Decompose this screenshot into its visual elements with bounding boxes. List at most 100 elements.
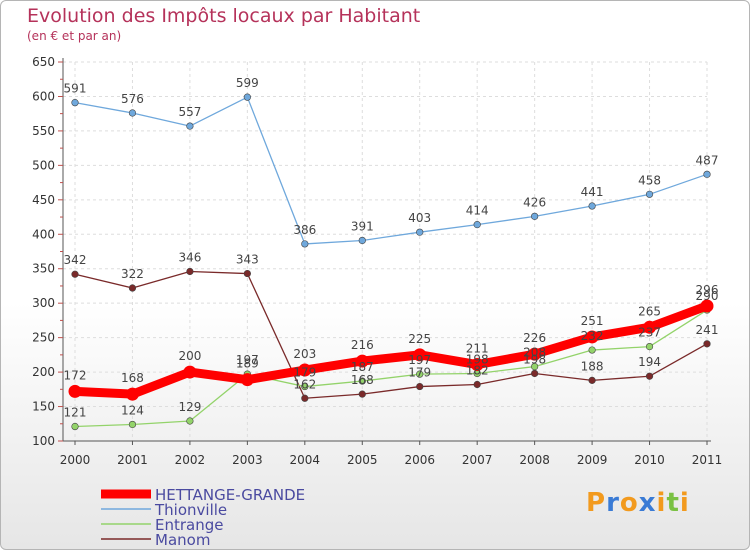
- logo-letter: r: [606, 488, 620, 518]
- chart-subtitle: (en € et par an): [27, 29, 122, 43]
- data-point: [298, 363, 312, 377]
- y-tick-label: 400: [32, 227, 55, 241]
- data-point: [531, 362, 539, 371]
- x-tick-label: 2009: [577, 453, 608, 467]
- y-tick-label: 600: [32, 89, 55, 103]
- series-line-manom: [74, 270, 708, 399]
- data-label: 487: [696, 153, 719, 167]
- logo-letter: o: [619, 488, 639, 518]
- y-tick-label: 550: [32, 124, 55, 138]
- data-label: 208: [523, 346, 546, 360]
- data-point: [588, 376, 596, 384]
- y-tick-label: 250: [32, 331, 55, 345]
- data-label: 121: [64, 406, 87, 420]
- x-tick-label: 2011: [692, 453, 723, 467]
- logo-letter: t: [666, 488, 680, 518]
- data-label: 189: [236, 357, 259, 371]
- data-point: [301, 240, 309, 248]
- data-label: 129: [178, 400, 201, 414]
- data-label: 251: [581, 314, 604, 328]
- data-label: 194: [638, 355, 661, 369]
- data-label: 197: [408, 353, 431, 367]
- data-point: [645, 342, 654, 351]
- logo-letter: P: [586, 488, 607, 518]
- data-point: [531, 369, 539, 378]
- data-label: 182: [466, 363, 489, 377]
- data-label: 441: [581, 185, 604, 199]
- data-label: 124: [121, 403, 144, 417]
- data-point: [358, 390, 366, 398]
- data-point: [71, 270, 79, 278]
- data-label: 346: [178, 250, 201, 264]
- data-label: 576: [121, 92, 144, 106]
- legend-label: HETTANGE-GRANDE: [155, 486, 305, 504]
- data-point: [301, 382, 309, 391]
- x-tick-label: 2008: [519, 453, 550, 467]
- data-point: [128, 109, 137, 117]
- data-label: 591: [64, 82, 87, 96]
- data-point: [68, 384, 82, 398]
- data-point: [355, 354, 369, 368]
- data-label: 203: [293, 347, 316, 361]
- data-point: [588, 346, 596, 354]
- data-label: 225: [408, 332, 431, 346]
- data-label: 290: [696, 289, 719, 303]
- y-tick-label: 650: [32, 55, 55, 69]
- data-label: 391: [351, 219, 374, 233]
- data-point: [416, 370, 424, 378]
- series-line-hettange-grande: [70, 301, 712, 399]
- data-point: [470, 358, 484, 372]
- series-line-entrange: [74, 309, 708, 428]
- data-label: 458: [638, 173, 661, 187]
- data-point: [186, 267, 194, 276]
- legend-label: Thionville: [154, 501, 227, 519]
- data-point: [358, 236, 366, 245]
- data-label: 265: [638, 304, 661, 318]
- data-label: 197: [236, 353, 259, 367]
- data-label: 216: [351, 338, 374, 352]
- data-label: 198: [466, 352, 489, 366]
- data-point: [645, 190, 654, 198]
- y-tick-label: 450: [32, 193, 55, 207]
- data-label: 241: [696, 323, 719, 337]
- x-tick-label: 2006: [404, 453, 435, 467]
- data-point: [128, 420, 137, 429]
- y-tick-label: 200: [32, 365, 55, 379]
- x-tick-label: 2002: [175, 453, 206, 467]
- data-point: [243, 269, 251, 278]
- data-point: [128, 284, 137, 292]
- data-point: [416, 382, 424, 391]
- data-point: [301, 394, 309, 402]
- data-label: 237: [638, 326, 661, 340]
- data-label: 200: [178, 349, 201, 363]
- data-label: 198: [523, 352, 546, 366]
- x-tick-label: 2010: [634, 453, 665, 467]
- data-point: [473, 380, 481, 389]
- data-point: [186, 122, 194, 130]
- data-point: [643, 320, 657, 334]
- legend-label: Entrange: [155, 516, 223, 534]
- x-tick-label: 2005: [347, 453, 378, 467]
- x-tick-label: 2001: [117, 453, 148, 467]
- data-point: [71, 422, 79, 431]
- data-label: 211: [466, 342, 489, 356]
- data-label: 168: [121, 371, 144, 385]
- data-label: 179: [293, 366, 316, 380]
- data-point: [588, 202, 596, 210]
- data-point: [645, 372, 654, 380]
- x-tick-label: 2007: [462, 453, 493, 467]
- data-point: [183, 365, 197, 379]
- y-tick-label: 100: [32, 434, 55, 448]
- data-point: [71, 99, 79, 107]
- data-label: 322: [121, 267, 144, 281]
- logo-letter: x: [638, 488, 657, 518]
- data-label: 343: [236, 253, 259, 267]
- data-point: [703, 340, 711, 348]
- data-label: 179: [408, 366, 431, 380]
- data-label: 557: [178, 105, 201, 119]
- data-label: 187: [351, 360, 374, 374]
- data-point: [585, 330, 599, 344]
- data-label: 599: [236, 76, 259, 90]
- data-point: [703, 170, 711, 178]
- data-label: 414: [466, 204, 489, 218]
